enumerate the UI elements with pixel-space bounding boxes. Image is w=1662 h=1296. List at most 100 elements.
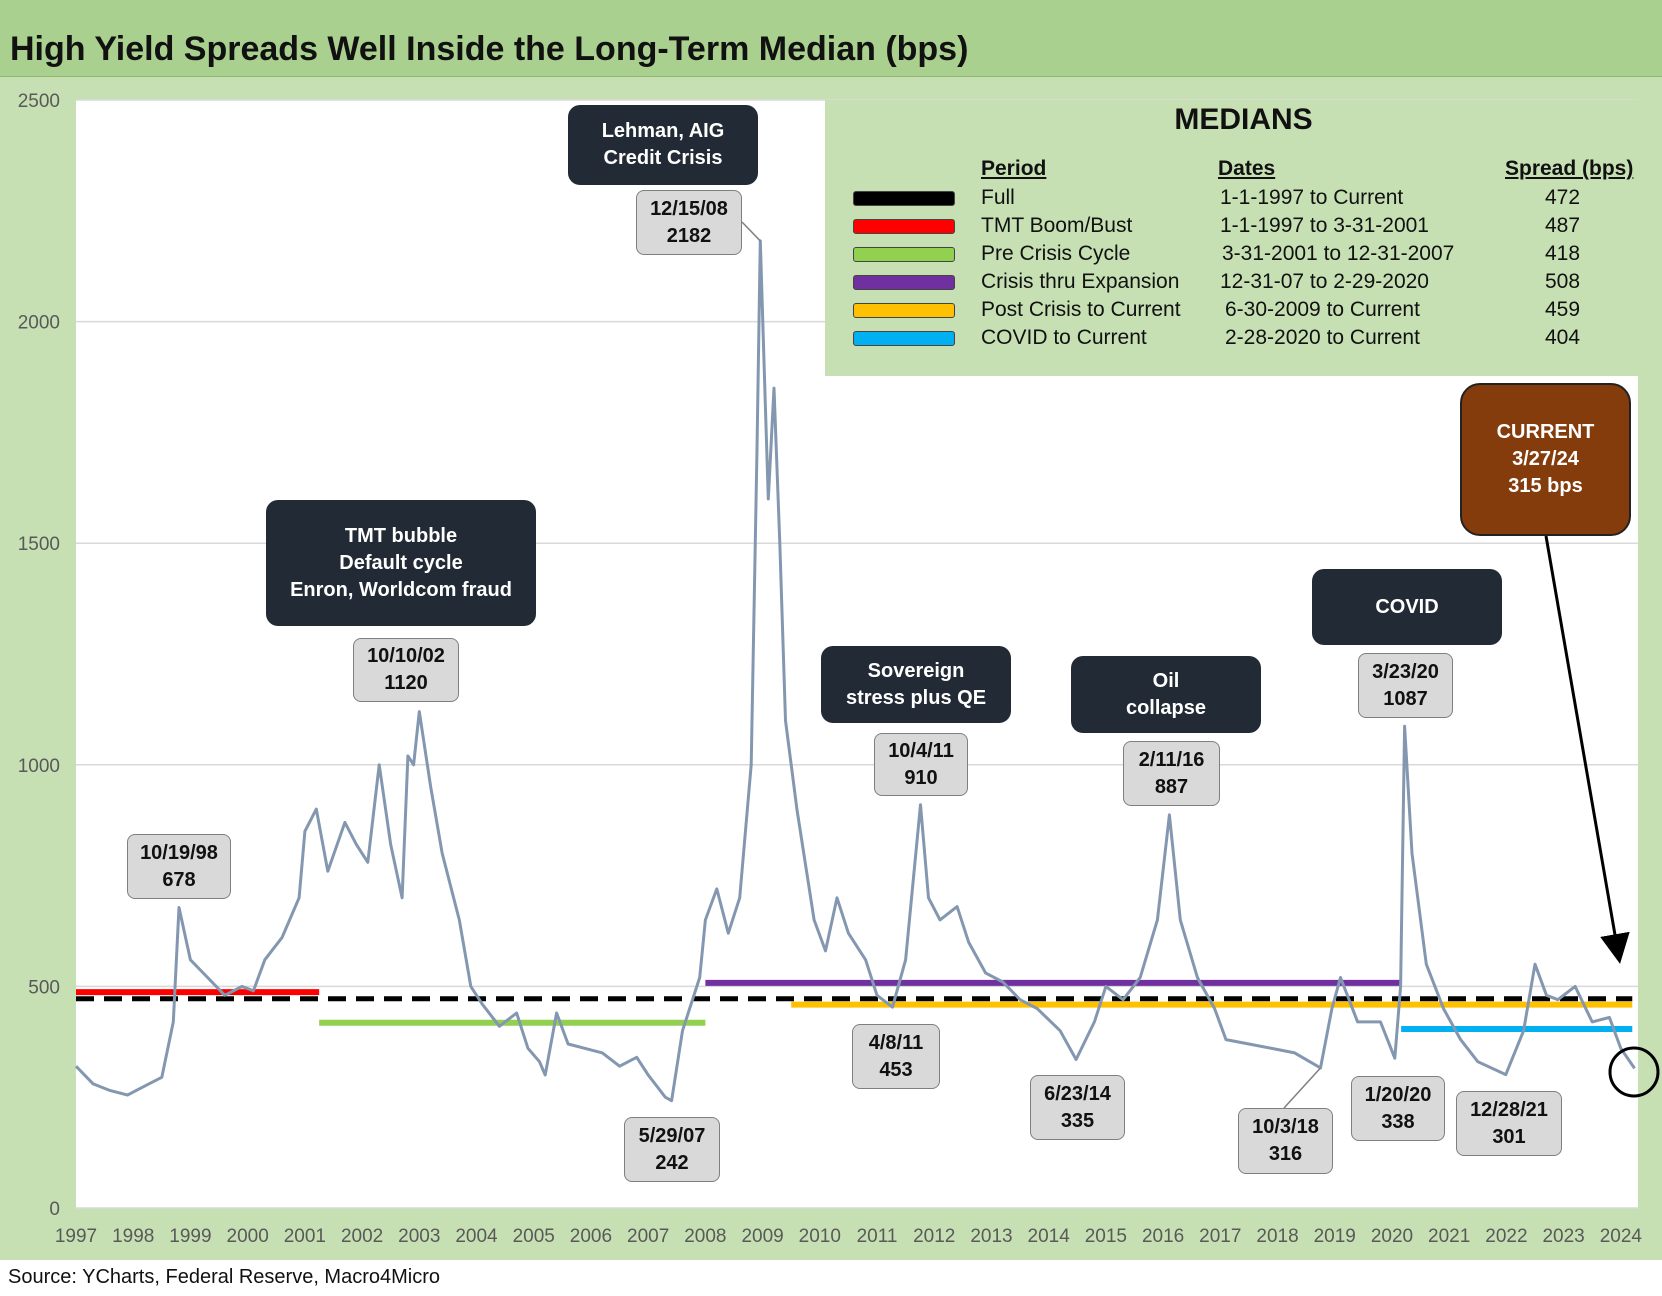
annotation-box: 6/23/14 335 — [1030, 1075, 1125, 1140]
x-tick-label: 2019 — [1314, 1226, 1356, 1247]
annotation-box: 3/23/20 1087 — [1358, 653, 1453, 718]
callout-line: COVID — [1375, 595, 1439, 618]
x-tick-label: 2020 — [1371, 1226, 1413, 1247]
annotation-box: 10/19/98 678 — [127, 834, 231, 899]
current-line: CURRENT — [1496, 421, 1595, 443]
callout-line: Oil — [1152, 669, 1180, 692]
x-tick-label: 2003 — [398, 1226, 440, 1247]
callout-line: collapse — [1125, 696, 1207, 719]
legend-swatch — [853, 247, 955, 262]
median-lines — [76, 979, 1633, 1032]
annotation-box: 2/11/16 887 — [1123, 741, 1220, 806]
legend-period: COVID to Current — [981, 326, 1147, 349]
callout-tmt-bubble: TMT bubble Default cycle Enron, Worldcom… — [266, 500, 536, 626]
title-bar: High Yield Spreads Well Inside the Long-… — [0, 0, 1662, 77]
chart-title: High Yield Spreads Well Inside the Long-… — [10, 30, 969, 68]
callout-sovereign: Sovereign stress plus QE — [821, 646, 1011, 723]
x-tick-label: 2006 — [570, 1226, 612, 1247]
annotation-value: 301 — [1492, 1125, 1526, 1148]
y-tick-label: 2500 — [18, 91, 60, 112]
legend-swatch — [853, 191, 955, 206]
y-tick-label: 1500 — [18, 534, 60, 555]
legend-row-covid: COVID to Current 2-28-2020 to Current 40… — [825, 326, 1662, 354]
annotation-value: 453 — [879, 1058, 913, 1081]
annotation-date: 10/4/11 — [888, 739, 954, 762]
legend-period: Pre Crisis Cycle — [981, 242, 1131, 265]
legend-row-full: Full 1-1-1997 to Current 472 — [825, 186, 1662, 214]
annotation-value: 887 — [1154, 775, 1189, 798]
legend-row-precrisis: Pre Crisis Cycle 3-31-2001 to 12-31-2007… — [825, 242, 1662, 270]
annotation-date: 10/19/98 — [140, 841, 218, 864]
callout-lehman: Lehman, AIG Credit Crisis — [568, 105, 758, 185]
legend-spread: 404 — [1545, 326, 1581, 349]
x-tick-label: 2002 — [341, 1226, 383, 1247]
legend-dates: 1-1-1997 to 3-31-2001 — [1220, 214, 1429, 237]
annotation-box: 5/29/07 242 — [624, 1117, 720, 1182]
legend-header-period: Period — [981, 157, 1047, 180]
annotation-box: 12/28/21 301 — [1456, 1091, 1562, 1156]
x-tick-label: 2017 — [1199, 1226, 1241, 1247]
legend-header-spread: Spread (bps) — [1505, 157, 1634, 180]
connector-lines — [741, 221, 1322, 1109]
current-callout: CURRENT 3/27/24 315 bps — [1460, 383, 1631, 536]
annotation-value: 1087 — [1383, 687, 1428, 710]
x-tick-label: 2010 — [799, 1226, 841, 1247]
legend-spread: 418 — [1545, 242, 1581, 265]
legend-period: Post Crisis to Current — [981, 298, 1181, 321]
annotation-box: 10/3/18 316 — [1238, 1108, 1333, 1174]
legend-swatch — [853, 331, 955, 346]
annotation-value: 335 — [1060, 1109, 1095, 1132]
legend-dates: 12-31-07 to 2-29-2020 — [1220, 270, 1429, 293]
legend-spread: 472 — [1545, 186, 1581, 209]
x-tick-label: 2015 — [1085, 1226, 1127, 1247]
callout-line: Lehman, AIG — [601, 120, 725, 142]
legend-row-tmt: TMT Boom/Bust 1-1-1997 to 3-31-2001 487 — [825, 214, 1662, 242]
legend-period: Crisis thru Expansion — [981, 270, 1180, 293]
callout-line: Enron, Worldcom fraud — [290, 578, 512, 601]
x-tick-label: 2008 — [684, 1226, 726, 1247]
annotation-date: 5/29/07 — [638, 1124, 706, 1147]
annotation-value: 1120 — [384, 672, 428, 694]
annotation-date: 12/28/21 — [1470, 1098, 1548, 1121]
legend-spread: 487 — [1545, 214, 1581, 237]
x-tick-label: 2014 — [1028, 1226, 1071, 1247]
axis-labels: 0 500 1000 1500 2000 2500 1997 1998 1999 2000 2001… — [18, 91, 1643, 1247]
annotation-date: 4/8/11 — [868, 1031, 924, 1054]
annotation-box: 1/20/20 338 — [1351, 1076, 1445, 1141]
annotation-date: 3/23/20 — [1372, 660, 1439, 683]
annotation-box: 10/4/11 910 — [874, 733, 968, 796]
legend-dates: 6-30-2009 to Current — [1225, 298, 1420, 321]
legend-swatch — [853, 275, 955, 290]
annotation-value: 678 — [162, 868, 196, 891]
x-tick-label: 2016 — [1142, 1226, 1184, 1247]
x-tick-label: 1999 — [169, 1226, 211, 1247]
connector — [741, 221, 761, 242]
annotation-date: 2/11/16 — [1138, 748, 1205, 771]
x-tick-label: 2022 — [1485, 1226, 1527, 1247]
legend-row-postcrisis: Post Crisis to Current 6-30-2009 to Curr… — [825, 298, 1662, 326]
current-line: 315 bps — [1508, 475, 1583, 497]
annotation-box: 12/15/08 2182 — [636, 190, 742, 255]
x-tick-label: 2018 — [1256, 1226, 1298, 1247]
x-tick-label: 2012 — [913, 1226, 955, 1247]
callout-covid: COVID — [1312, 569, 1502, 645]
legend-title: MEDIANS — [1174, 103, 1313, 136]
x-tick-label: 2000 — [227, 1226, 269, 1247]
annotation-date: 12/15/08 — [650, 197, 728, 220]
x-tick-label: 2023 — [1542, 1226, 1584, 1247]
annotation-value: 316 — [1268, 1143, 1303, 1165]
y-tick-label: 0 — [49, 1199, 60, 1220]
annotation-date: 10/10/02 — [367, 645, 445, 667]
connector — [1283, 1067, 1322, 1109]
callout-line: Credit Crisis — [603, 147, 723, 169]
x-tick-label: 2007 — [627, 1226, 669, 1247]
legend-row-crisis: Crisis thru Expansion 12-31-07 to 2-29-2… — [825, 270, 1662, 298]
legend-swatch — [853, 303, 955, 318]
annotation-date: 1/20/20 — [1364, 1083, 1432, 1106]
annotation-date: 6/23/14 — [1044, 1082, 1111, 1105]
legend-dates: 2-28-2020 to Current — [1225, 326, 1420, 349]
legend-dates: 3-31-2001 to 12-31-2007 — [1222, 242, 1455, 265]
legend-spread: 508 — [1545, 270, 1581, 293]
medians-legend: MEDIANS Period Dates Spread (bps) Full 1… — [825, 100, 1662, 376]
y-tick-label: 1000 — [18, 756, 60, 777]
